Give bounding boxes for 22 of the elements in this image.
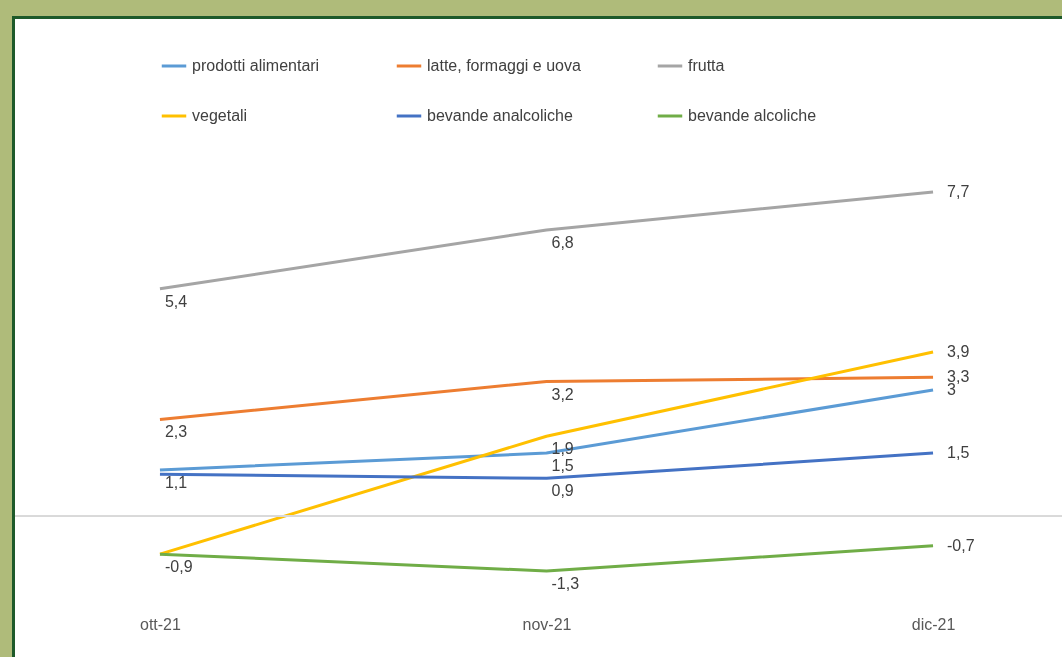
data-label: 6,8: [551, 233, 574, 251]
data-label: -0,9: [164, 558, 193, 576]
legend-label: prodotti alimentari: [192, 57, 320, 74]
data-label: 0,9: [551, 482, 574, 500]
data-label: -1,3: [551, 575, 580, 592]
legend-label: frutta: [688, 57, 725, 74]
data-label: 5,4: [164, 292, 188, 310]
data-label: -0,7: [947, 536, 975, 554]
x-tick-label: nov-21: [522, 615, 572, 633]
legend-label: bevande alcoliche: [688, 107, 817, 124]
x-tick-label: ott-21: [139, 615, 182, 633]
data-label: 2,3: [164, 423, 188, 441]
legend-label: vegetali: [192, 107, 248, 124]
data-label: 1,5: [947, 444, 970, 462]
x-tick-label: dic-21: [911, 615, 956, 633]
data-label: 1,1: [164, 473, 188, 491]
data-label: 7,7: [947, 183, 970, 200]
data-label: 3,9: [947, 343, 970, 361]
data-label: 1,5: [551, 457, 574, 475]
legend-label: bevande analcoliche: [427, 107, 573, 124]
legend-label: latte, formaggi e uova: [427, 57, 581, 74]
data-label: 3,2: [551, 385, 574, 403]
